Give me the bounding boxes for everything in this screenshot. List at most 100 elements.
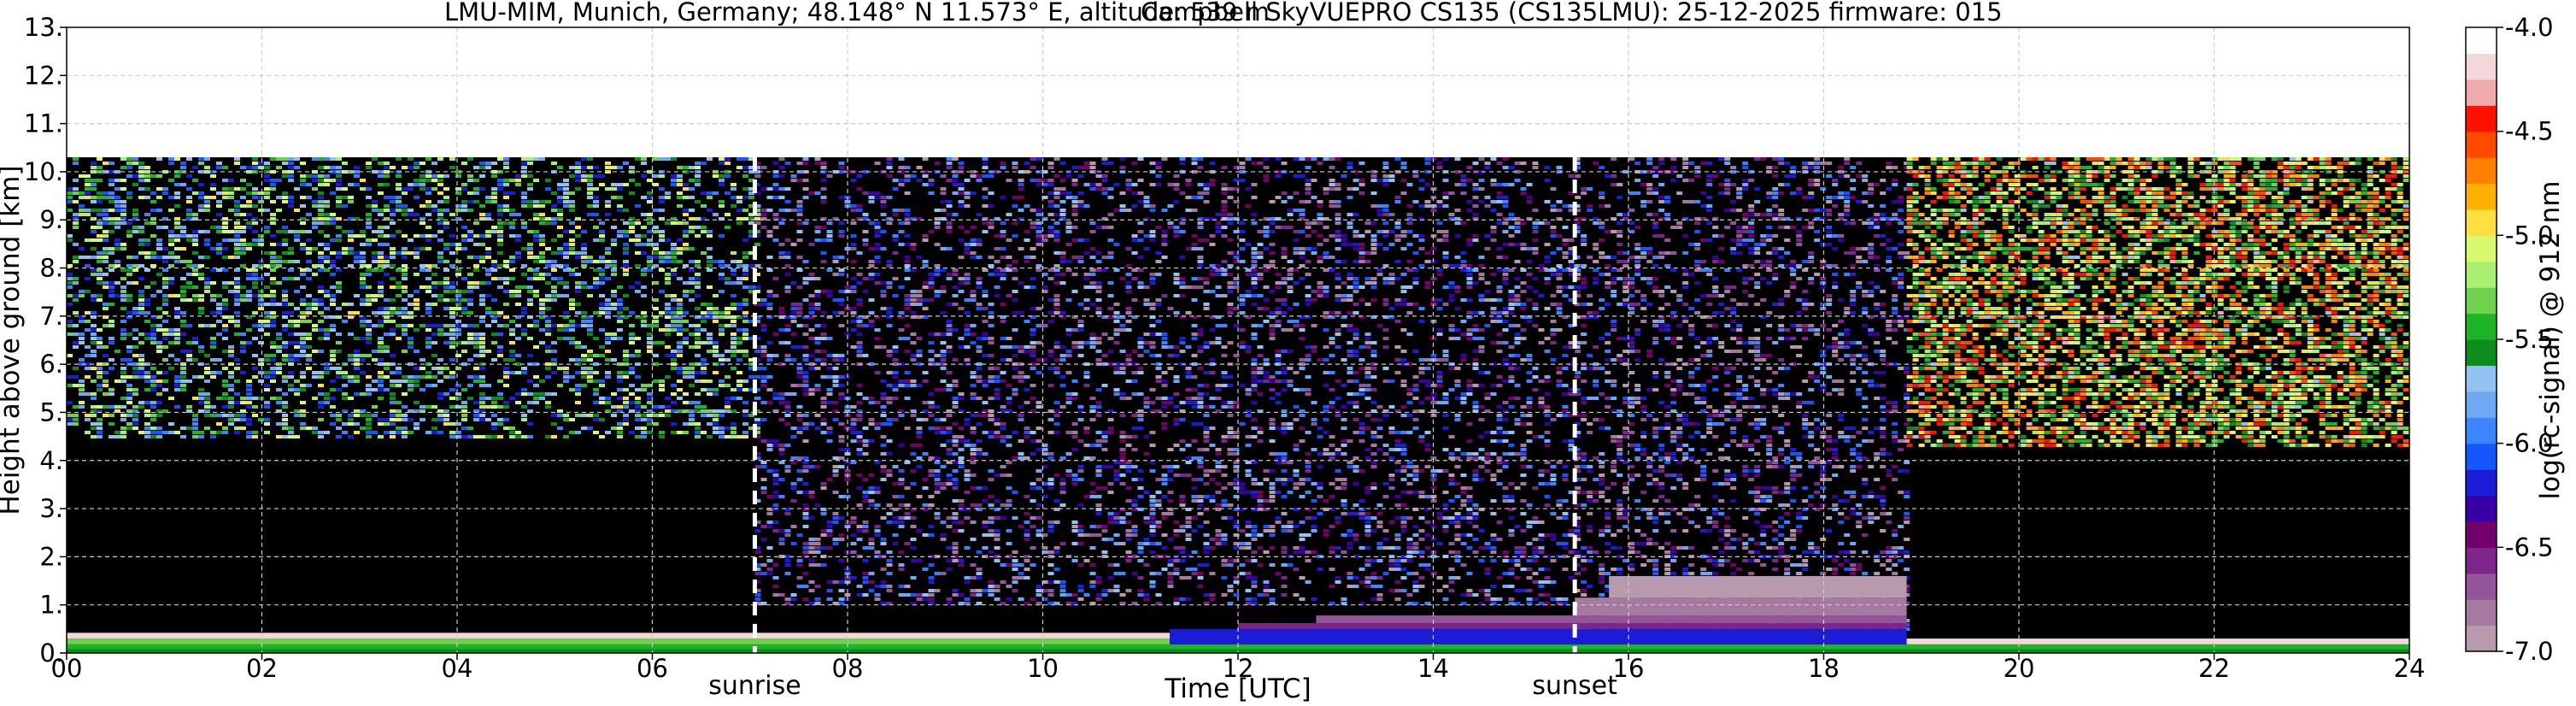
heatmap-cell (402, 328, 408, 332)
heatmap-cell (1203, 217, 1210, 221)
heatmap-cell (623, 260, 629, 263)
heatmap-cell (144, 427, 150, 430)
heatmap-cell (1209, 315, 1216, 319)
heatmap-cell (1400, 230, 1407, 233)
heatmap-cell (497, 204, 503, 208)
heatmap-cell (1000, 256, 1006, 259)
heatmap-cell (318, 200, 324, 203)
heatmap-cell (222, 431, 228, 434)
heatmap-cell (103, 281, 109, 285)
heatmap-cell (97, 375, 103, 379)
heatmap-cell (1508, 183, 1515, 186)
heatmap-cell (222, 281, 228, 285)
heatmap-cell (138, 162, 144, 165)
heatmap-cell (85, 191, 91, 195)
heatmap-cell (360, 179, 366, 182)
heatmap-cell (132, 354, 138, 357)
heatmap-cell (264, 303, 270, 306)
heatmap-cell (103, 221, 109, 225)
heatmap-cell (1125, 187, 1132, 191)
heatmap-cell (784, 290, 791, 293)
heatmap-cell (515, 354, 521, 357)
heatmap-cell (742, 285, 748, 289)
heatmap-cell (150, 294, 156, 297)
heatmap-cell (1526, 285, 1533, 289)
heatmap-cell (820, 162, 827, 165)
heatmap-cell (701, 367, 707, 370)
heatmap-cell (132, 367, 138, 370)
heatmap-cell (1281, 226, 1288, 229)
heatmap-cell (557, 414, 563, 417)
heatmap-cell (437, 431, 443, 434)
heatmap-cell (1574, 264, 1581, 268)
heatmap-cell (719, 183, 725, 186)
heatmap-cell (264, 187, 270, 191)
heatmap-cell (443, 268, 449, 272)
heatmap-cell (689, 217, 695, 221)
heatmap-cell (569, 166, 575, 169)
heatmap-cell (132, 422, 138, 426)
heatmap-cell (318, 260, 324, 263)
heatmap-cell (312, 298, 318, 302)
heatmap-cell (324, 256, 330, 259)
heatmap-cell (1131, 183, 1138, 186)
heatmap-cell (521, 221, 527, 225)
heatmap-cell (1329, 204, 1335, 208)
heatmap-cell (396, 230, 402, 233)
heatmap-cell (109, 200, 114, 203)
heatmap-cell (449, 358, 455, 362)
heatmap-cell (880, 307, 887, 310)
heatmap-cell (1556, 307, 1563, 310)
heatmap-cell (635, 243, 641, 246)
heatmap-cell (132, 328, 138, 332)
heatmap-cell (150, 414, 156, 417)
heatmap-cell (1335, 204, 1341, 208)
heatmap-cell (210, 431, 216, 434)
heatmap-cell (1358, 256, 1365, 259)
heatmap-cell (91, 298, 97, 302)
heatmap-cell (150, 384, 156, 387)
heatmap-cell (659, 200, 665, 203)
heatmap-cell (372, 358, 378, 362)
heatmap-cell (91, 409, 97, 413)
heatmap-cell (114, 226, 120, 229)
heatmap-cell (246, 213, 252, 216)
heatmap-cell (1311, 247, 1317, 250)
heatmap-cell (1502, 217, 1509, 221)
heatmap-cell (1053, 174, 1060, 178)
heatmap-cell (461, 200, 467, 203)
heatmap-cell (300, 273, 306, 276)
heatmap-cell (348, 379, 354, 383)
heatmap-cell (443, 409, 449, 413)
heatmap-cell (73, 298, 79, 302)
heatmap-cell (641, 315, 647, 319)
heatmap-cell (378, 268, 384, 272)
heatmap-cell (814, 191, 821, 195)
heatmap-cell (509, 268, 515, 272)
heatmap-cell (443, 200, 449, 203)
heatmap-cell (1179, 157, 1186, 161)
heatmap-cell (103, 217, 109, 221)
heatmap-cell (1012, 166, 1018, 169)
heatmap-cell (222, 328, 228, 332)
heatmap-cell (760, 209, 767, 212)
heatmap-cell (1161, 230, 1168, 233)
heatmap-cell (384, 332, 390, 336)
heatmap-cell (557, 384, 563, 387)
heatmap-cell (240, 247, 246, 250)
heatmap-cell (300, 247, 306, 250)
heatmap-cell (874, 191, 881, 195)
heatmap-cell (204, 200, 210, 203)
heatmap-cell (623, 268, 629, 272)
heatmap-cell (527, 157, 533, 161)
heatmap-cell (192, 230, 198, 233)
heatmap-cell (252, 217, 258, 221)
heatmap-cell (641, 285, 647, 289)
heatmap-cell (294, 324, 300, 327)
heatmap-cell (1042, 324, 1048, 327)
heatmap-cell (623, 315, 629, 319)
heatmap-cell (539, 315, 545, 319)
heatmap-cell (593, 362, 599, 366)
heatmap-cell (204, 256, 210, 259)
heatmap-cell (97, 405, 103, 409)
